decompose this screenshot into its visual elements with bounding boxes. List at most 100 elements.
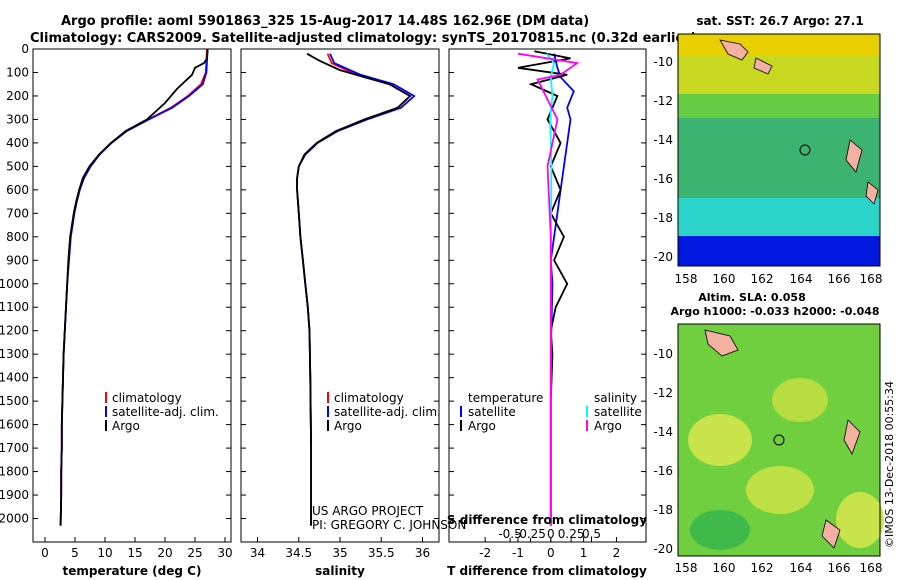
depth-tick-label: 1500 [0, 394, 29, 408]
sst-island-shape [719, 39, 749, 61]
depth-tick-label: 2000 [0, 512, 29, 526]
sst-map-title: sat. SST: 26.7 Argo: 27.1 [696, 14, 863, 28]
sst-y-tick-label: -16 [653, 172, 673, 186]
depth-tick-label: 500 [6, 159, 29, 173]
difference-series-temperature-satellite [549, 53, 575, 526]
sst-x-tick-label: 168 [860, 272, 883, 286]
difference-plot-frame [448, 48, 647, 543]
salinity-x-tick-label: 35.5 [368, 546, 395, 560]
s-difference-tick-label: 0.25 [558, 527, 585, 541]
depth-tick-label: 800 [6, 230, 29, 244]
difference-x-tick-label: -1 [512, 546, 524, 560]
legend-label-satellite-adj: satellite-adj. clim. [112, 405, 219, 419]
sla-island-shape [843, 419, 861, 455]
temperature-x-tick-label: 0 [41, 546, 49, 560]
sla-x-tick-label: 162 [751, 561, 774, 575]
depth-tick-label: 0 [21, 42, 29, 56]
sla-low-patch [690, 510, 750, 550]
salinity-x-tick-label: 36 [415, 546, 430, 560]
legend-label-climatology: climatology [112, 391, 182, 405]
legend-label-satellite-adj: satellite-adj. clim. [334, 405, 441, 419]
sla-x-tick-label: 168 [860, 561, 883, 575]
temperature-plot-frame [32, 48, 232, 543]
sla-y-tick-label: -20 [653, 542, 673, 556]
sla-x-tick-label: 164 [790, 561, 813, 575]
sla-map-title-1: Altim. SLA: 0.058 [698, 291, 805, 304]
difference-series-temperature-argo [517, 50, 571, 526]
s-difference-tick-label: 0 [547, 527, 555, 541]
sst-x-tick-label: 164 [790, 272, 813, 286]
sst-map [677, 33, 881, 267]
sst-y-tick-label: -20 [653, 250, 673, 264]
temperature-series-argo [59, 49, 209, 526]
depth-tick-label: 1100 [0, 300, 29, 314]
depth-tick-label: 400 [6, 136, 29, 150]
sst-hot-band [678, 34, 880, 56]
temperature-series-satellite-adj-clim- [59, 49, 209, 526]
sla-high-patch [836, 492, 884, 548]
legend-header-salinity: salinity [594, 391, 637, 405]
sla-map-title-2: Argo h1000: -0.033 h2000: -0.048 [670, 305, 879, 318]
temperature-x-tick-label: 30 [217, 546, 232, 560]
difference-x-tick-label: 2 [613, 546, 621, 560]
difference-x-tick-label: 1 [580, 546, 588, 560]
depth-tick-label: 1700 [0, 441, 29, 455]
sst-y-tick-label: -14 [653, 133, 673, 147]
sla-x-tick-label: 166 [828, 561, 851, 575]
depth-tick-label: 1000 [0, 277, 29, 291]
sla-high-patch [772, 378, 828, 422]
temperature-xlabel: temperature (deg C) [63, 564, 202, 578]
sst-x-tick-label: 166 [828, 272, 851, 286]
sst-float-marker [799, 144, 811, 156]
sst-island-shape [865, 181, 879, 205]
difference-legend: temperature satellite Argo salinity sate… [460, 391, 642, 433]
salinity-x-tick-label: 35 [332, 546, 347, 560]
sst-island-shape [845, 139, 863, 173]
salinity-x-tick-label: 34.5 [285, 546, 312, 560]
depth-tick-label: 100 [6, 65, 29, 79]
legend-header-temperature: temperature [468, 391, 543, 405]
sla-map-frame [677, 323, 881, 557]
sla-float-marker [773, 434, 785, 446]
sst-y-tick-label: -12 [653, 94, 673, 108]
sst-cool-band [678, 198, 880, 236]
salinity-x-tick-label: 34 [250, 546, 265, 560]
sla-island-shape [821, 519, 841, 549]
legend-label-s-satellite: satellite [594, 405, 642, 419]
sst-x-tick-label: 160 [713, 272, 736, 286]
sst-cold-band [678, 236, 880, 266]
imos-timestamp: ©IMOS 13-Dec-2018 00:55:34 [883, 381, 896, 548]
figure-title-line1: Argo profile: aoml 5901863_325 15-Aug-20… [61, 14, 589, 29]
sla-map [677, 323, 884, 557]
difference-x-tick-label: -2 [479, 546, 491, 560]
s-difference-tick-label: -0.25 [515, 527, 546, 541]
sst-y-tick-label: -18 [653, 211, 673, 225]
sla-high-patch [746, 466, 814, 514]
sla-x-tick-label: 160 [713, 561, 736, 575]
sla-x-tick-label: 158 [675, 561, 698, 575]
depth-tick-label: 1900 [0, 488, 29, 502]
depth-tick-label: 1300 [0, 347, 29, 361]
legend-label-climatology: climatology [334, 391, 404, 405]
t-difference-xlabel: T difference from climatology [447, 564, 647, 578]
sla-y-tick-label: -14 [653, 425, 673, 439]
depth-tick-label: 200 [6, 89, 29, 103]
temperature-legend: climatology satellite-adj. clim. Argo [105, 391, 219, 433]
depth-tick-label: 1400 [0, 371, 29, 385]
sst-map-frame [677, 33, 881, 267]
sla-y-tick-label: -12 [653, 386, 673, 400]
s-difference-tick-label: -0.5 [498, 527, 521, 541]
difference-series-salinity-argo [517, 52, 580, 526]
s-difference-tick-label: 0.5 [582, 527, 601, 541]
sla-island-shape [704, 329, 739, 357]
salinity-legend: climatology satellite-adj. clim. Argo [327, 391, 441, 433]
temperature-x-tick-label: 10 [97, 546, 112, 560]
credit-project: US ARGO PROJECT [312, 504, 424, 518]
sla-y-tick-label: -18 [653, 503, 673, 517]
sst-x-tick-label: 158 [675, 272, 698, 286]
depth-tick-label: 1800 [0, 465, 29, 479]
salinity-series-satellite-adj-clim- [296, 53, 416, 526]
salinity-xlabel: salinity [315, 564, 365, 578]
sst-island-shape [753, 57, 773, 75]
